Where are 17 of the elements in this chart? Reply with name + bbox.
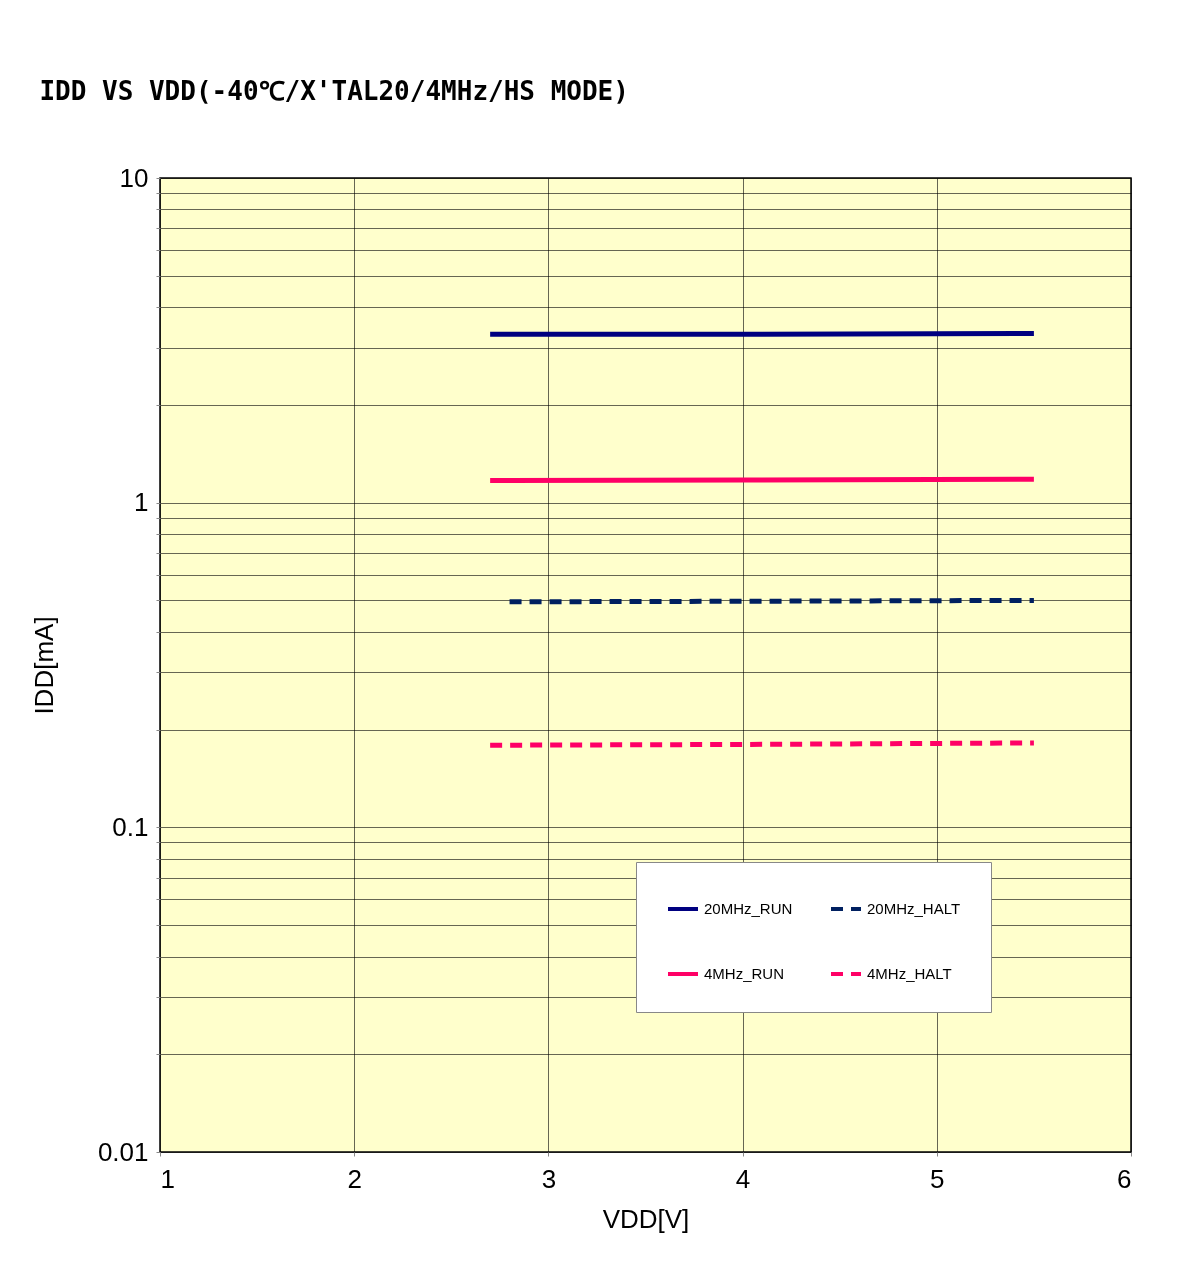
y-axis-title: IDD[mA] (28, 616, 59, 715)
x-tick-label: 1 (160, 1163, 175, 1194)
y-tick-label: 1 (134, 487, 149, 518)
x-tick-label: 3 (541, 1163, 557, 1194)
legend-label: 20MHz_HALT (867, 900, 961, 917)
y-tick-label: 10 (119, 162, 149, 193)
x-tick-label: 2 (347, 1163, 362, 1194)
legend-label: 4MHz_RUN (704, 965, 785, 982)
legend-label: 4MHz_HALT (867, 965, 952, 982)
chart-title: IDD VS VDD(-40℃/X'TAL20/4MHz/HS MODE) (39, 76, 629, 106)
y-tick-label: 0.01 (97, 1136, 149, 1167)
y-tick-label: 0.1 (112, 811, 149, 842)
x-tick-label: 4 (735, 1163, 751, 1194)
x-tick-label: 6 (1117, 1163, 1132, 1194)
x-tick-label: 5 (930, 1163, 945, 1194)
x-axis-title: VDD[V] (602, 1203, 690, 1234)
legend-label: 20MHz_RUN (704, 900, 793, 917)
